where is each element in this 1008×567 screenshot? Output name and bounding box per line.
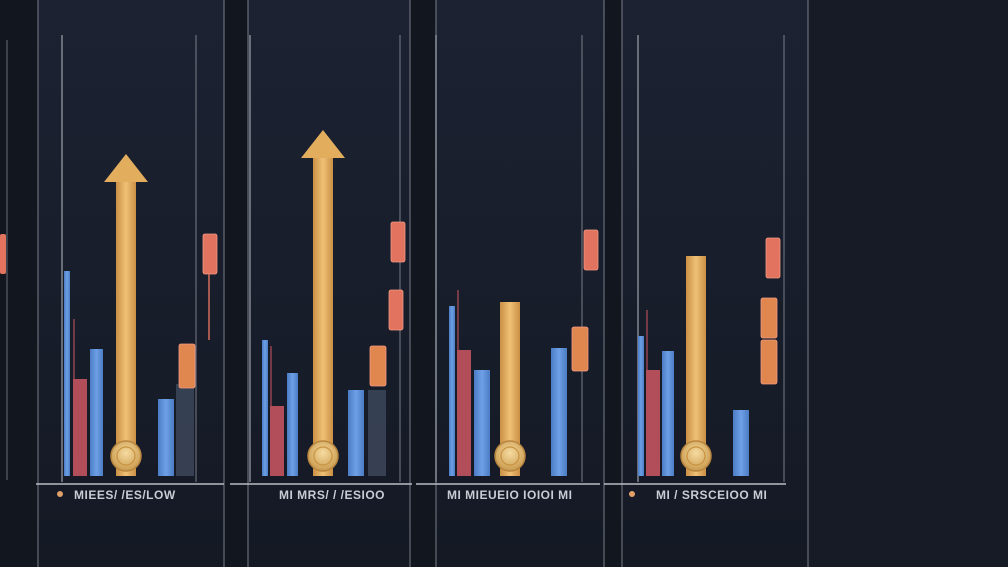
chart-3-bar-3 <box>474 370 490 476</box>
chart-2-bar-1 <box>262 340 268 476</box>
edge-floating-bar <box>0 234 6 274</box>
chart-2-coin-ring <box>313 446 333 466</box>
chart-1-bar-3 <box>90 349 103 476</box>
chart-1-bar-2 <box>73 379 87 476</box>
chart-panel-3: MI MIEUEIO IOIOI MI <box>416 35 600 502</box>
chart-1-caption-bullet <box>57 491 63 497</box>
chart-2-marker-2 <box>388 289 404 331</box>
chart-3-marker-1 <box>583 229 599 271</box>
chart-1-marker-1 <box>202 233 218 275</box>
chart-4-bar-2 <box>646 370 660 476</box>
chart-1-bar-1 <box>64 271 70 476</box>
chart-2-bar-4 <box>348 390 364 476</box>
chart-4-marker-2 <box>760 297 778 339</box>
chart-1-caption: MIEES/ /ES/LOW <box>74 488 176 502</box>
chart-4-caption: MI / SRSCEIOO MI <box>656 488 767 502</box>
chart-2-marker-1 <box>390 221 406 263</box>
chart-panel-2: MI MRS/ / /ESIOO <box>230 35 412 502</box>
chart-1-coin-icon <box>110 440 142 472</box>
panel-3-background <box>436 0 604 567</box>
chart-2-bar-2 <box>270 406 284 476</box>
chart-1-arrow-head <box>104 154 148 182</box>
chart-3-caption: MI MIEUEIO IOIOI MI <box>447 488 573 502</box>
chart-1-marker-2 <box>178 343 196 389</box>
chart-3-marker-2 <box>571 326 589 372</box>
panel-4-background <box>622 0 808 567</box>
chart-2-bar-3 <box>287 373 298 476</box>
chart-4-marker-3 <box>760 339 778 385</box>
chart-1-coin-ring <box>116 446 136 466</box>
chart-4-bar-3 <box>662 351 674 476</box>
chart-1-bar-4 <box>158 399 174 476</box>
chart-4-bar-1 <box>638 336 644 476</box>
chart-3-coin-icon <box>494 440 526 472</box>
chart-4-marker-1 <box>765 237 781 279</box>
chart-1-arrow-shaft <box>116 182 136 476</box>
chart-3-coin-ring <box>500 446 520 466</box>
chart-panel-4: MI / SRSCEIOO MI <box>604 35 786 502</box>
chart-3-bar-2 <box>457 350 471 476</box>
chart-2-arrow-shaft <box>313 158 333 476</box>
chart-3-bar-4 <box>551 348 567 476</box>
chart-2-arrow-head <box>301 130 345 158</box>
chart-4-coin-icon <box>680 440 712 472</box>
chart-2-bar-5 <box>368 390 386 476</box>
chart-2-coin-icon <box>307 440 339 472</box>
chart-1-bar-5 <box>176 384 194 476</box>
chart-3-gold-bar <box>500 302 520 476</box>
chart-3-bar-1 <box>449 306 455 476</box>
chart-4-bar-4 <box>733 410 749 476</box>
chart-4-gold-bar <box>686 256 706 476</box>
chart-2-marker-3 <box>369 345 387 387</box>
chart-panel-1: MIEES/ /ES/LOW <box>36 35 224 502</box>
chart-2-caption: MI MRS/ / /ESIOO <box>279 488 385 502</box>
chart-4-coin-ring <box>686 446 706 466</box>
right-gutter <box>808 0 1008 567</box>
chart-4-caption-bullet <box>629 491 635 497</box>
